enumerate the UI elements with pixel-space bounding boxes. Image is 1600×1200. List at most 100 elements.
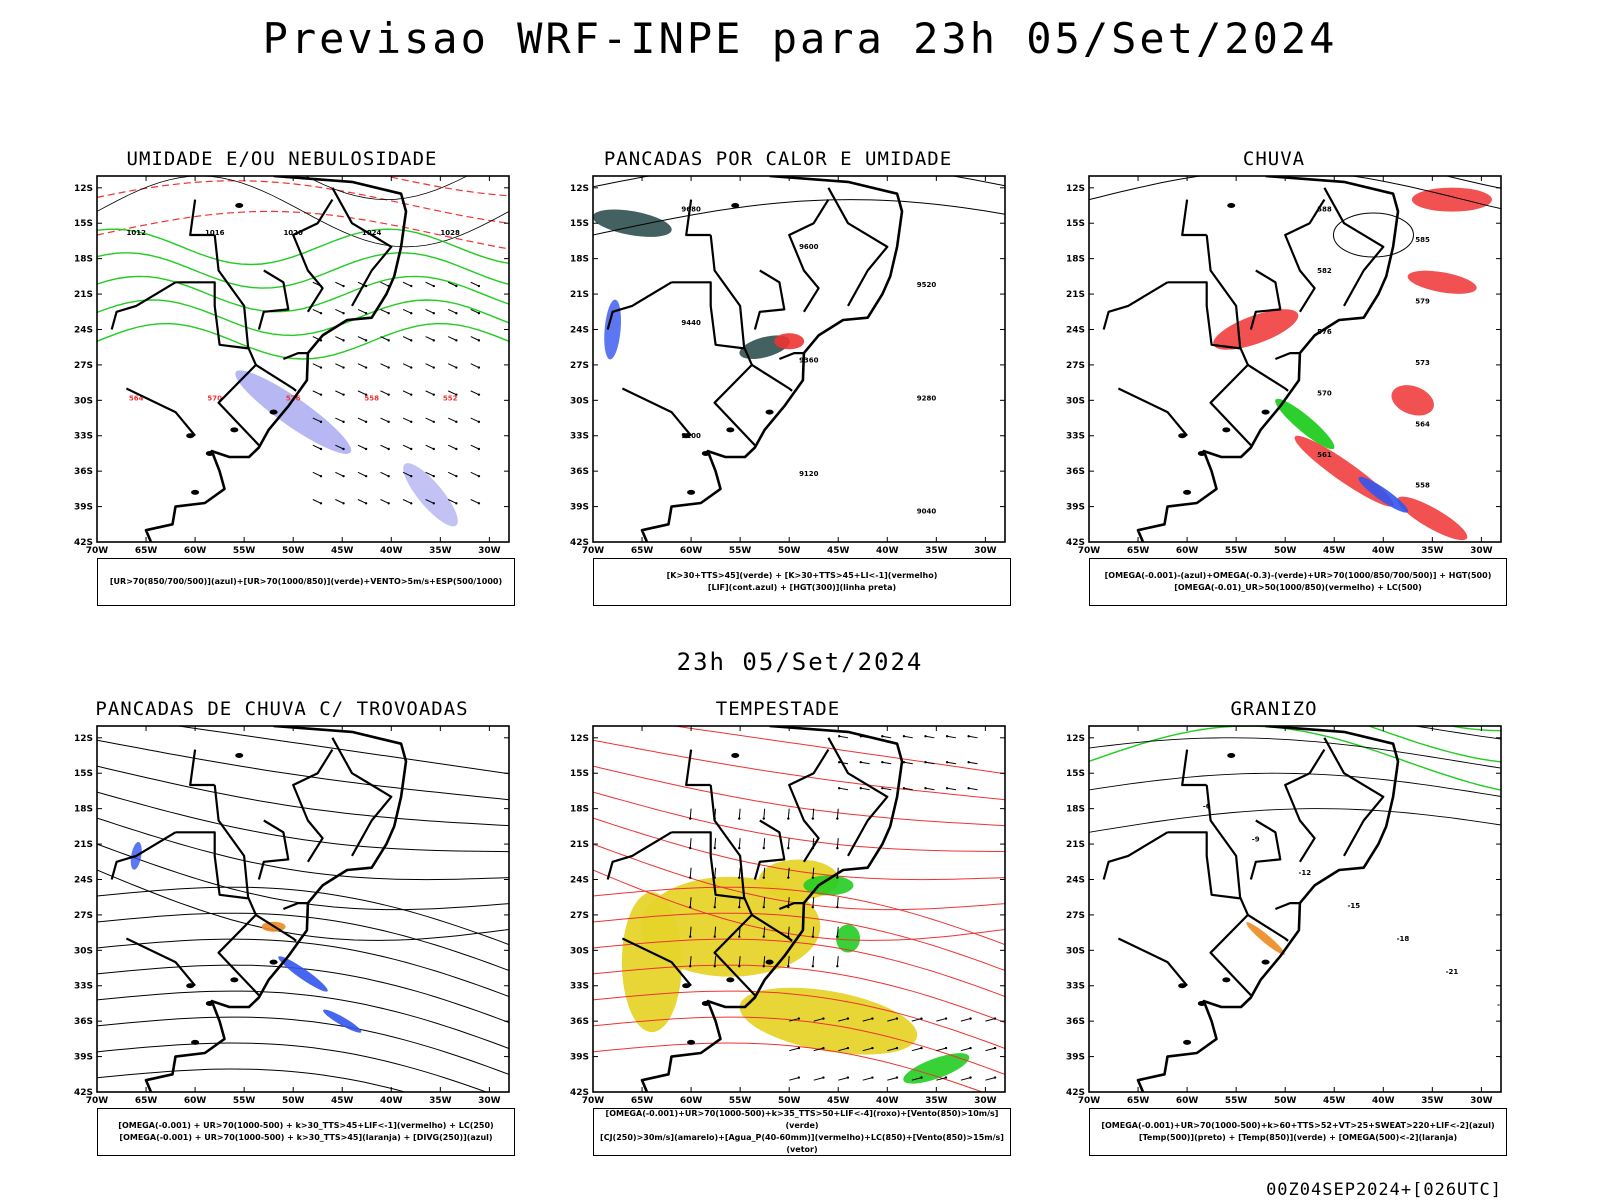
wind850-vector-head — [822, 1046, 825, 1050]
wind850-vector — [714, 956, 717, 967]
wind850-vector-head — [822, 1076, 825, 1079]
lake — [1178, 983, 1187, 989]
lake — [687, 489, 696, 495]
contour-label: 9360 — [799, 357, 819, 365]
wind850-vector-head — [945, 735, 949, 738]
country-border — [671, 281, 745, 350]
wind-vector — [335, 471, 344, 477]
country-border — [1284, 199, 1326, 313]
lat-tick-label: 15S — [1066, 219, 1085, 229]
lat-tick-label: 27S — [74, 911, 93, 921]
wind850-vector — [787, 867, 790, 878]
wind-vector-head — [455, 366, 458, 369]
wind850-vector — [689, 838, 692, 849]
country-border — [778, 352, 804, 361]
wind850-vector-head — [762, 905, 765, 909]
wind-vector — [447, 444, 457, 450]
lat-tick-label: 33S — [570, 432, 589, 442]
panel-title: TEMPESTADE — [715, 698, 841, 720]
wind850-vector — [812, 956, 815, 967]
lc850-streamline — [593, 817, 1005, 881]
lon-tick-label: 65W — [1127, 546, 1150, 556]
lon-tick-label: 60W — [680, 546, 703, 556]
wind-vector — [402, 444, 412, 450]
country-border — [827, 187, 889, 307]
contour-label: 570 — [1317, 390, 1332, 398]
lat-tick-label: 39S — [1066, 1053, 1085, 1063]
wind-vector — [357, 363, 367, 368]
wind-vector — [470, 417, 480, 423]
wind850-vector-head — [738, 964, 741, 968]
country-border — [709, 784, 756, 996]
wind-vector-head — [455, 393, 458, 396]
wind-vector-head — [342, 502, 345, 505]
wind-vector-head — [342, 339, 345, 342]
wind-vector-head — [387, 474, 390, 478]
wind850-vector — [714, 897, 717, 908]
wind-vector — [312, 471, 322, 477]
lake — [701, 1000, 710, 1006]
wind-vector — [425, 308, 434, 314]
country-border — [788, 199, 830, 313]
wind-vector — [425, 281, 434, 287]
coastline — [1136, 176, 1400, 542]
lat-tick-label: 18S — [570, 805, 589, 815]
lat-tick-label: 27S — [570, 361, 589, 371]
wind-vector — [470, 363, 480, 368]
lake — [186, 983, 195, 989]
wind-vector-head — [432, 447, 435, 451]
map-content — [97, 726, 509, 1092]
wind850-vector-head — [738, 817, 741, 820]
wind-vector-head — [432, 420, 435, 424]
wind850-vector — [812, 897, 815, 908]
wind850-vector — [936, 1077, 947, 1081]
country-border — [621, 387, 692, 437]
wind850-vector-head — [787, 964, 790, 968]
wind850-vector — [936, 1047, 947, 1052]
country-border — [110, 281, 177, 330]
country-border — [282, 352, 308, 361]
wind-vector — [357, 444, 367, 450]
country-border — [751, 913, 793, 942]
wind850-vector — [689, 897, 692, 908]
lake — [1222, 977, 1231, 983]
lat-tick-label: 12S — [570, 734, 589, 744]
wind850-vector-head — [713, 935, 716, 938]
wind850-vector — [763, 956, 766, 967]
lon-tick-label: 65W — [631, 1096, 654, 1106]
wind850-vector — [789, 1018, 799, 1022]
lake — [687, 1039, 696, 1045]
wind-vector-head — [477, 502, 481, 505]
wind850-vector-head — [945, 786, 949, 790]
lake — [731, 753, 740, 759]
wind-vector — [402, 499, 412, 504]
map-pancadas-calor: 9680 9600 9520 9440 9360 9280 9200 9120 9040 12S 1… — [570, 175, 1006, 556]
panel-tempestade: TEMPESTADE 12S 15S 18S 21S 24S 27S 30S 33S 36S 39… — [543, 698, 1013, 1188]
country-border — [331, 737, 393, 857]
temp500-contour — [1089, 737, 1501, 769]
lat-tick-label: 33S — [1066, 982, 1085, 992]
wind850-vector-head — [689, 817, 692, 820]
wind850-vector-head — [738, 905, 741, 909]
wind850-vector — [947, 761, 957, 765]
lat-tick-label: 18S — [570, 255, 589, 265]
lake — [269, 409, 278, 415]
wind850-vector — [882, 761, 892, 765]
lon-tick-label: 60W — [184, 1096, 207, 1106]
wind-vector — [357, 308, 367, 314]
wind850-vector-head — [871, 1017, 874, 1020]
wind-vector-head — [387, 393, 390, 396]
wind-vector — [425, 499, 434, 504]
rain-area-red — [1391, 385, 1434, 416]
wind850-vector-head — [689, 846, 692, 850]
lat-tick-label: 15S — [1066, 769, 1085, 779]
wind850-vector — [787, 838, 790, 849]
lat-tick-label: 36S — [570, 1017, 589, 1027]
wind850-vector-head — [738, 876, 741, 879]
wind850-vector — [763, 867, 766, 878]
panel-umidade: UMIDADE E/OU NEBULOSIDADE 1012 1016 1020 10… — [47, 148, 517, 638]
legend-line: [UR>70(850/700/500)](azul)+[UR>70(1000/8… — [109, 577, 503, 586]
lc250-streamline — [97, 869, 509, 941]
wind850-vector — [887, 1018, 898, 1022]
